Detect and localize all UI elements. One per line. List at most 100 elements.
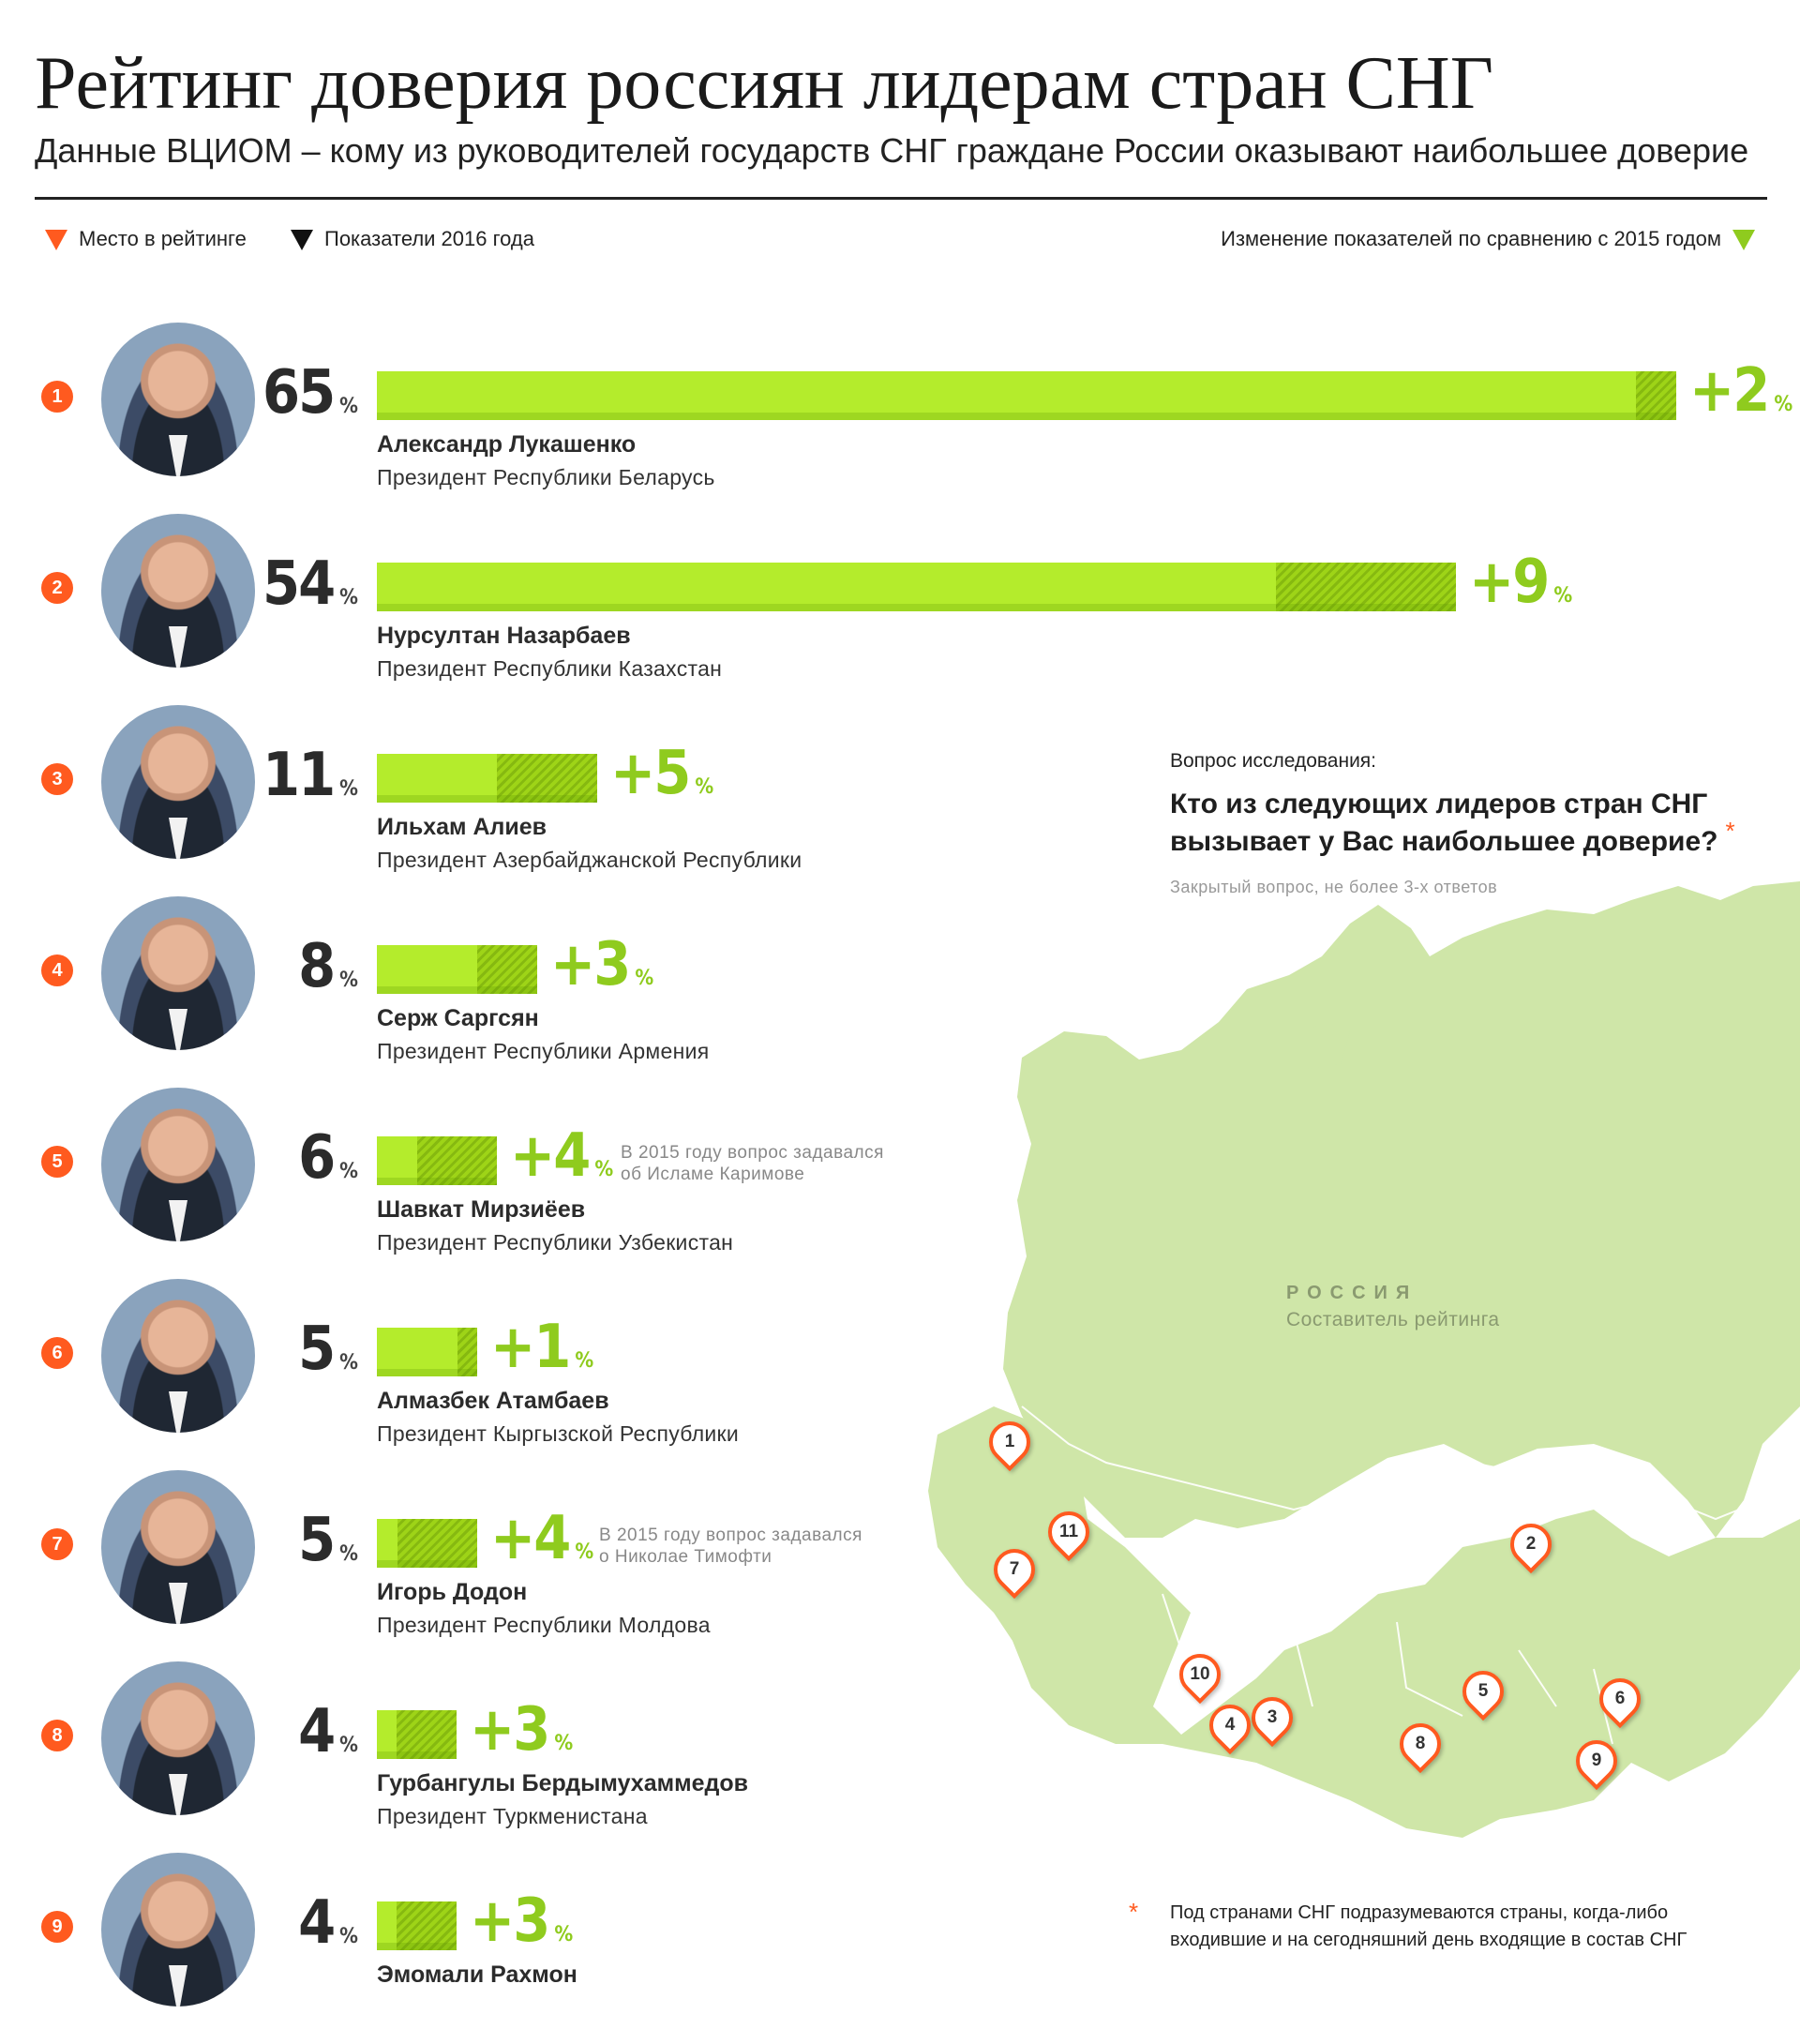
leader-position: Президент Республики Беларусь — [377, 465, 715, 489]
avatar — [101, 1661, 255, 1815]
leader-name: Шавкат Мирзиёев — [377, 1196, 586, 1223]
leader-position: Президент Республики Узбекистан — [377, 1230, 734, 1255]
percent-value: 8% — [298, 932, 358, 1001]
change-hatch — [477, 945, 537, 994]
percent-value: 11% — [262, 741, 358, 810]
map-pin-label: 3 — [1267, 1707, 1278, 1727]
rank-badge: 3 — [41, 763, 73, 795]
peninsula — [1706, 1088, 1800, 1181]
change-symbol: % — [554, 1923, 574, 1946]
leader-name: Александр Лукашенко — [377, 431, 637, 458]
trust-bar — [377, 754, 597, 803]
leader-name: Алмазбек Атамбаев — [377, 1388, 609, 1414]
legend-rank: Место в рейтинге — [45, 227, 247, 251]
change-number: +3 — [550, 930, 631, 999]
avatar — [101, 896, 255, 1050]
change-number: +2 — [1689, 356, 1770, 426]
arctic-islands — [1294, 952, 1594, 1069]
legend-year-label: Показатели 2016 года — [324, 227, 534, 250]
note-line-1: В 2015 году вопрос задавался — [599, 1525, 862, 1545]
avatar-shirt — [169, 1009, 188, 1050]
note-line-2: об Исламе Каримове — [621, 1165, 805, 1184]
map-pin-label: 6 — [1614, 1689, 1626, 1708]
leader-row: 5 6% +4% В 2015 году вопрос задавался об Исл… — [0, 1088, 1800, 1279]
change-hatch — [497, 754, 597, 803]
avatar — [101, 1853, 255, 2006]
change-hatch — [1636, 371, 1676, 420]
avatar — [101, 705, 255, 859]
trust-bar — [377, 1710, 457, 1759]
avatar-shirt — [169, 435, 188, 476]
change-hatch — [458, 1328, 477, 1376]
change-value: +3% — [470, 1695, 573, 1765]
legend-year: Показатели 2016 года — [291, 227, 534, 251]
change-symbol: % — [575, 1349, 594, 1373]
asterisk-icon: * — [1725, 817, 1735, 845]
percent-number: 54 — [262, 549, 336, 619]
leader-row: 3 11% +5% Ильхам Алиев Президент Азербайджан… — [0, 705, 1800, 896]
change-hatch — [417, 1136, 497, 1185]
avatar — [101, 1279, 255, 1433]
footnote: Под странами СНГ подразумеваются страны,… — [1170, 1902, 1688, 1950]
map-pin-label: 11 — [1058, 1522, 1079, 1541]
borders — [1021, 1405, 1800, 1745]
change-number: +4 — [510, 1121, 591, 1191]
map-pin-label: 1 — [1004, 1432, 1015, 1451]
trust-bar — [377, 371, 1676, 420]
trust-bar — [377, 1519, 477, 1568]
percent-number: 6 — [298, 1123, 336, 1193]
legend-rank-label: Место в рейтинге — [79, 227, 247, 250]
header-rule — [35, 197, 1767, 200]
avatar — [101, 323, 255, 476]
rank-badge: 8 — [41, 1720, 73, 1751]
trust-bar — [377, 1901, 457, 1950]
change-symbol: % — [1553, 584, 1573, 608]
leader-row: 1 65% +2% Александр Лукашенко Президент Респ… — [0, 323, 1800, 514]
leader-position: Президент Республики Армения — [377, 1039, 710, 1063]
page-subtitle: Данные ВЦИОМ – кому из руководителей гос… — [35, 131, 1749, 170]
percent-number: 8 — [298, 932, 336, 1001]
change-hatch — [1276, 563, 1456, 611]
change-value: +3% — [550, 930, 653, 999]
map-pin-label: 7 — [1009, 1559, 1020, 1579]
leader-name: Серж Саргсян — [377, 1005, 539, 1031]
avatar-shirt — [169, 1200, 188, 1241]
change-value: +1% — [490, 1313, 593, 1382]
percent-symbol: % — [339, 1734, 358, 1757]
leader-name: Эмомали Рахмон — [377, 1961, 578, 1988]
avatar-shirt — [169, 1965, 188, 2006]
change-value: +4% — [490, 1504, 593, 1573]
percent-number: 4 — [298, 1888, 336, 1958]
map-pin-label: 5 — [1478, 1681, 1489, 1701]
leader-row: 4 8% +3% Серж Саргсян Президент Республики А… — [0, 896, 1800, 1088]
rank-badge: 6 — [41, 1337, 73, 1369]
change-number: +4 — [490, 1504, 571, 1573]
leader-position: Президент Кыргызской Республики — [377, 1421, 740, 1446]
change-value: +5% — [610, 739, 713, 808]
percent-value: 4% — [298, 1888, 358, 1958]
change-value: +4% — [510, 1121, 613, 1191]
percent-symbol: % — [339, 395, 358, 418]
leader-position: Президент Туркменистана — [377, 1804, 648, 1828]
russia-landmass — [1003, 881, 1800, 1538]
trust-bar — [377, 945, 537, 994]
change-value: +3% — [470, 1886, 573, 1956]
cis-south-landmass — [928, 1406, 1800, 1838]
map-pin-label: 10 — [1190, 1664, 1210, 1684]
percent-symbol: % — [339, 1351, 358, 1375]
avatar — [101, 1088, 255, 1241]
change-symbol: % — [695, 775, 714, 799]
avatar-shirt — [169, 1583, 188, 1624]
rank-badge: 7 — [41, 1528, 73, 1560]
note: В 2015 году вопрос задавался об Исламе Ка… — [621, 1142, 884, 1185]
note-line-2: о Николае Тимофти — [599, 1547, 772, 1567]
map-pin-label: 8 — [1415, 1734, 1426, 1753]
avatar-shirt — [169, 626, 188, 668]
leader-row: 7 5% +4% В 2015 году вопрос задавался о Нико… — [0, 1470, 1800, 1661]
orange-triangle-icon — [45, 230, 68, 251]
russia-label: РОССИЯ — [1286, 1283, 1418, 1303]
leader-name: Ильхам Алиев — [377, 814, 548, 840]
leader-position: Президент Азербайджанской Республики — [377, 848, 802, 872]
avatar — [101, 1470, 255, 1624]
leader-name: Нурсултан Назарбаев — [377, 623, 631, 649]
